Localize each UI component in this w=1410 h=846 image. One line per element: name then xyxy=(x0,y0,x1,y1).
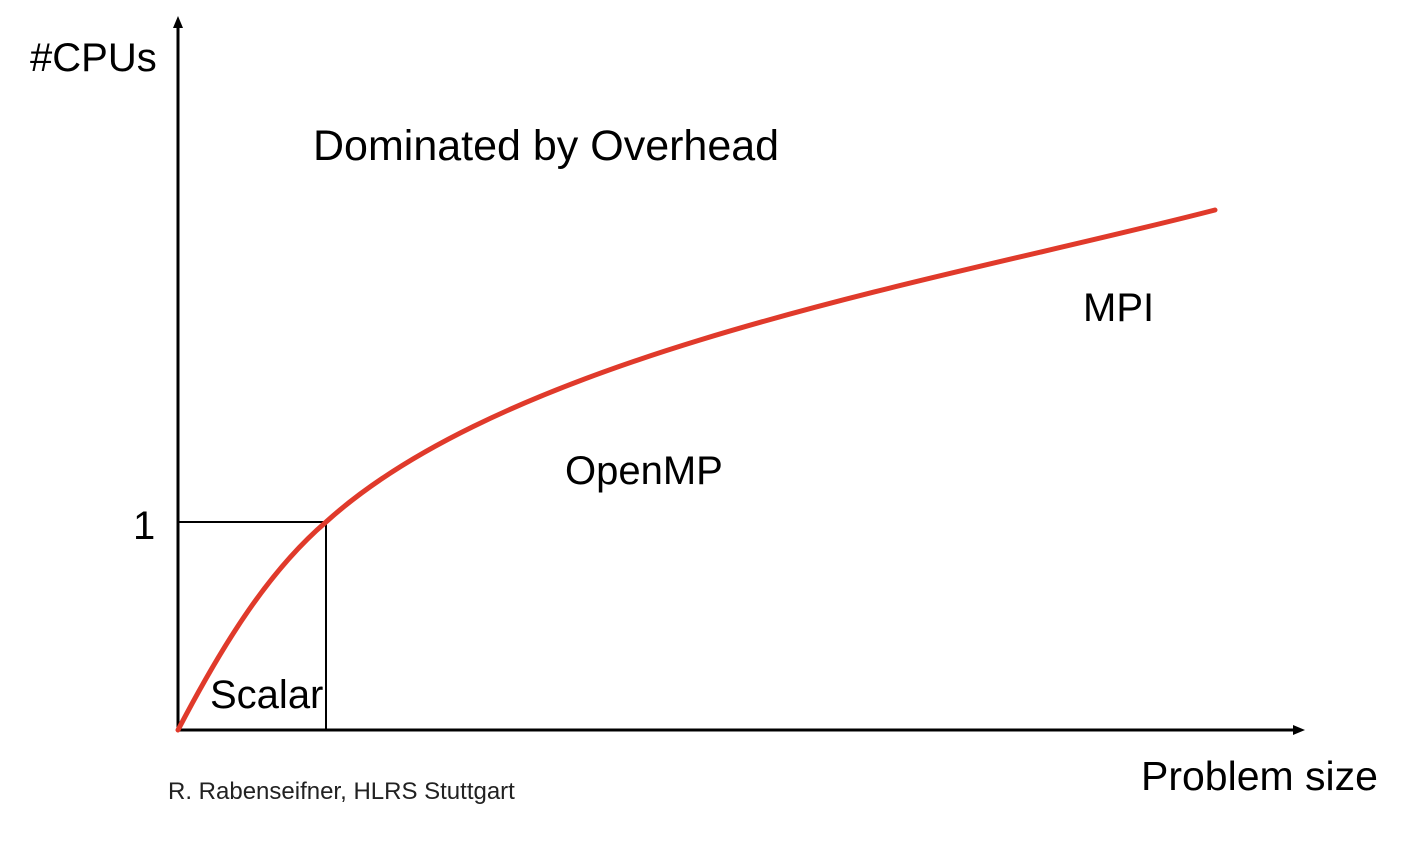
x-axis-label: Problem size xyxy=(1141,753,1378,799)
y-axis-arrowhead xyxy=(173,16,183,28)
region-label-overhead: Dominated by Overhead xyxy=(313,122,780,170)
region-label-openmp: OpenMP xyxy=(565,449,723,493)
x-axis-arrowhead xyxy=(1293,725,1305,735)
region-label-scalar: Scalar xyxy=(210,673,324,717)
boundary-curve xyxy=(175,207,1218,733)
region-label-mpi: MPI xyxy=(1083,286,1155,330)
credit-text: R. Rabenseifner, HLRS Stuttgart xyxy=(168,778,515,805)
y-axis-label: #CPUs xyxy=(30,36,157,80)
y-tick-label: 1 xyxy=(133,504,156,548)
